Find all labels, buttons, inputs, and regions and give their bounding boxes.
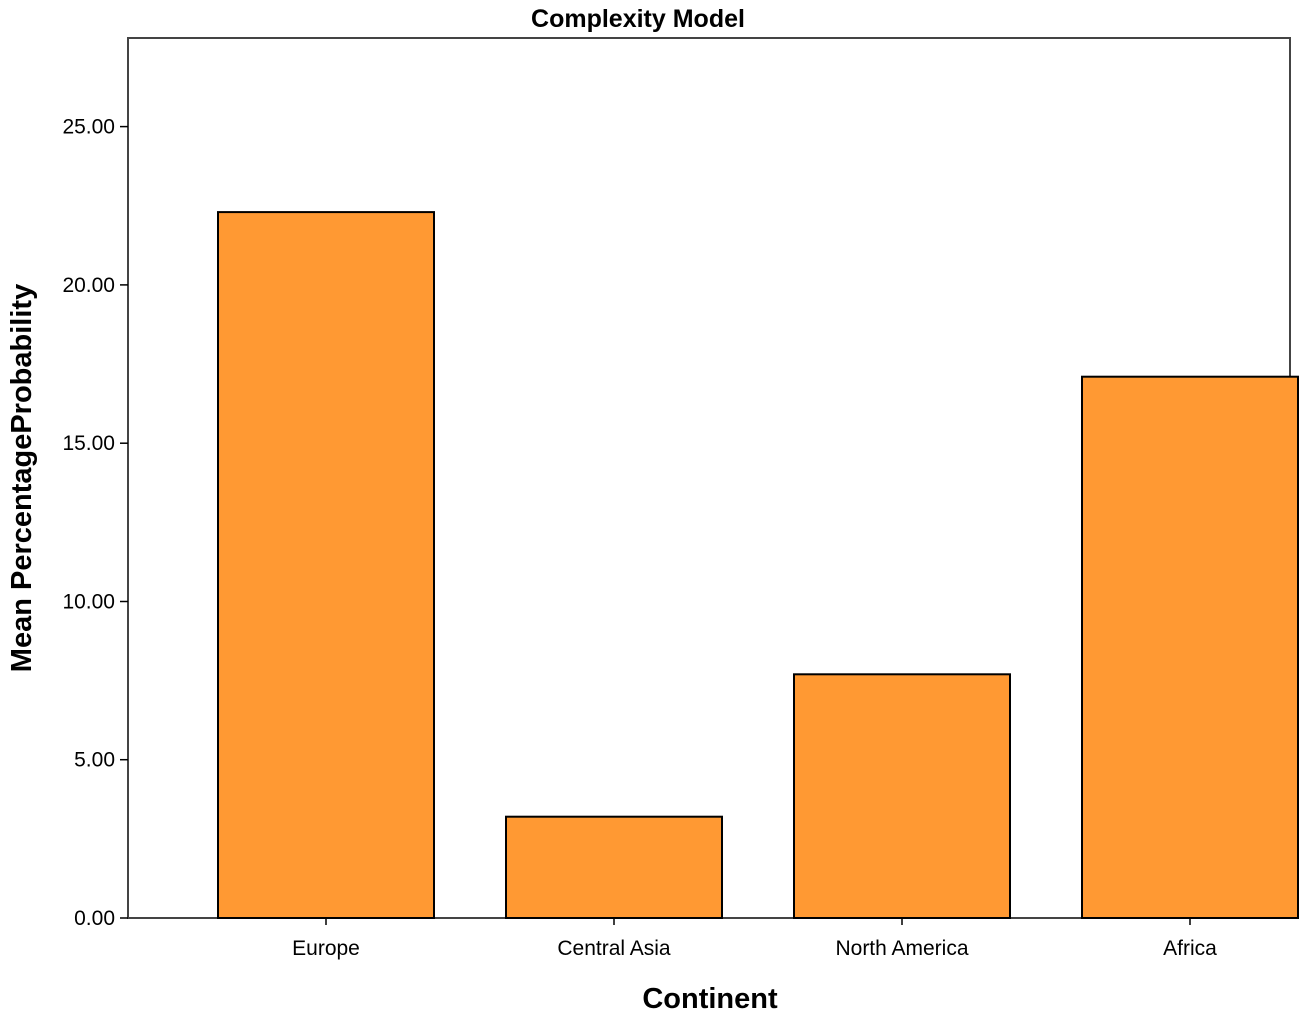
y-tick-label: 0.00 [74, 907, 115, 930]
x-tick-label: North America [835, 937, 968, 960]
bar-europe [217, 211, 435, 920]
x-axis-label: Continent [642, 983, 778, 1015]
x-tick-label: Central Asia [557, 937, 671, 960]
bar-central-asia [505, 815, 723, 920]
x-axis: Europe Central Asia North America Africa [292, 918, 1217, 960]
x-tick-label: Europe [292, 937, 360, 960]
chart-title: Complexity Model [531, 5, 745, 33]
y-tick-label: 20.00 [62, 274, 115, 297]
y-axis-label: Mean PercentageProbability [6, 284, 38, 672]
y-tick-label: 5.00 [74, 749, 115, 772]
y-tick-label: 15.00 [62, 432, 115, 455]
y-tick-label: 25.00 [62, 116, 115, 139]
bar-africa [1081, 375, 1299, 919]
bar-north-america [793, 673, 1011, 919]
x-tick-label: Africa [1163, 937, 1217, 960]
y-axis: 0.00 5.00 10.00 15.00 20.00 25.00 [62, 116, 128, 930]
y-tick-label: 10.00 [62, 591, 115, 614]
bars-group [217, 211, 1299, 920]
